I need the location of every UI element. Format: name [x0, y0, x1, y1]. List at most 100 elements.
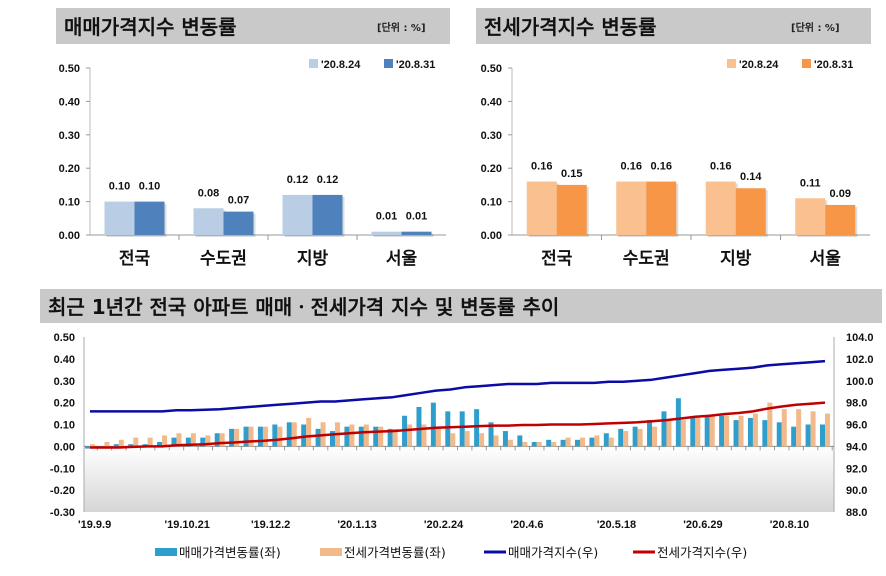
bar: [507, 439, 513, 447]
bar: [344, 426, 350, 447]
y-tick-label: 0.50: [481, 63, 502, 75]
bar: [719, 415, 725, 447]
y-tick-label: 0.00: [59, 230, 80, 242]
legend-swatch: [309, 59, 318, 68]
data-label: 0.15: [561, 168, 582, 180]
y-tick-label: 0.20: [481, 163, 502, 175]
bar: [594, 435, 600, 447]
data-label: 0.16: [621, 161, 642, 173]
bar: [517, 435, 523, 447]
data-label: 0.01: [406, 211, 427, 223]
category-label: 지방: [720, 249, 752, 269]
bar: [104, 442, 110, 447]
bar: [90, 444, 95, 447]
trend-chart: 최근 1년간 전국 아파트 매매ㆍ전세가격 지수 및 변동률 추이 -0.30 -…: [40, 289, 882, 560]
bar-shadow: [403, 233, 434, 237]
data-label: 0.10: [139, 181, 160, 193]
legend-label: '20.8.31: [396, 59, 435, 71]
bar: [223, 211, 254, 235]
jeonse-change-chart: 전세가격지수 변동률 [단위 : %] 0.00 0.10 0.20 0.30 0.40…: [476, 8, 871, 269]
plot-area-lower: [84, 446, 834, 512]
bar: [243, 426, 249, 447]
bar-shadow: [373, 233, 404, 237]
data-label: 0.16: [531, 161, 552, 173]
y-tick-label: 0.40: [481, 96, 502, 108]
legend-label: 전세가격변동률(좌): [344, 545, 446, 560]
bar: [272, 424, 278, 447]
bar: [733, 420, 739, 447]
bar: [623, 431, 629, 447]
bar: [113, 444, 119, 447]
bar: [652, 426, 658, 447]
index-line: [90, 401, 826, 449]
bar: [695, 417, 701, 447]
bar: [407, 424, 413, 447]
category-label: 수도권: [623, 249, 670, 269]
chart-title: 전세가격지수 변동률: [484, 15, 657, 39]
x-tick-label: '20.6.29: [683, 519, 722, 531]
bar: [752, 413, 758, 447]
bar: [767, 402, 773, 447]
bar: [134, 201, 165, 235]
category-label: 수도권: [200, 249, 247, 269]
legend-label: 매매가격변동률(좌): [179, 545, 281, 560]
bar: [820, 424, 825, 447]
left-tick-label: 0.30: [54, 376, 75, 388]
bar: [416, 407, 422, 447]
bar: [282, 194, 313, 235]
bar: [315, 428, 321, 447]
bar: [464, 431, 470, 447]
bar: [185, 437, 191, 447]
bar: [358, 426, 364, 447]
bar: [637, 428, 643, 447]
bar: [214, 433, 220, 447]
bar: [704, 415, 710, 447]
bar: [825, 413, 830, 447]
bar: [791, 426, 797, 447]
y-tick-label: 0.20: [59, 163, 80, 175]
legend-label: '20.8.24: [739, 59, 779, 71]
bar: [392, 428, 398, 447]
data-label: 0.09: [830, 188, 851, 200]
bar: [796, 409, 802, 447]
data-label: 0.16: [651, 161, 672, 173]
left-tick-label: 0.40: [54, 354, 75, 366]
bar: [805, 424, 811, 447]
bar: [257, 426, 263, 447]
bar: [147, 437, 153, 447]
legend-swatch: [320, 548, 342, 556]
legend-label: '20.8.24: [321, 59, 361, 71]
bar: [459, 411, 465, 447]
x-tick-label: '20.8.10: [770, 519, 809, 531]
x-tick-label: '19.10.21: [164, 519, 209, 531]
bar: [747, 417, 753, 447]
bar: [522, 442, 528, 447]
bar: [536, 442, 542, 447]
right-tick-label: 94.0: [846, 441, 867, 453]
bar: [301, 424, 307, 447]
right-tick-label: 100.0: [846, 376, 874, 388]
x-tick-label: '20.1.13: [337, 519, 376, 531]
y-tick-label: 0.30: [59, 130, 80, 142]
bar: [666, 420, 672, 447]
bar: [632, 426, 638, 447]
bar: [200, 437, 206, 447]
chart-title: 최근 1년간 전국 아파트 매매ㆍ전세가격 지수 및 변동률 추이: [48, 295, 559, 319]
bar: [724, 415, 730, 447]
bar: [680, 420, 686, 447]
x-tick-label: '19.9.9: [78, 519, 111, 531]
legend-swatch: [802, 59, 811, 68]
bar: [502, 431, 508, 447]
bar: [435, 426, 441, 447]
bar: [157, 442, 163, 447]
bar: [493, 435, 499, 447]
bar: [291, 422, 297, 447]
bar: [387, 428, 393, 447]
left-tick-label: 0.50: [54, 332, 75, 344]
bar: [738, 415, 744, 447]
right-tick-label: 102.0: [846, 354, 874, 366]
bar: [162, 435, 168, 447]
bar: [690, 417, 696, 447]
category-label: 전국: [119, 249, 151, 269]
bar: [118, 439, 124, 447]
